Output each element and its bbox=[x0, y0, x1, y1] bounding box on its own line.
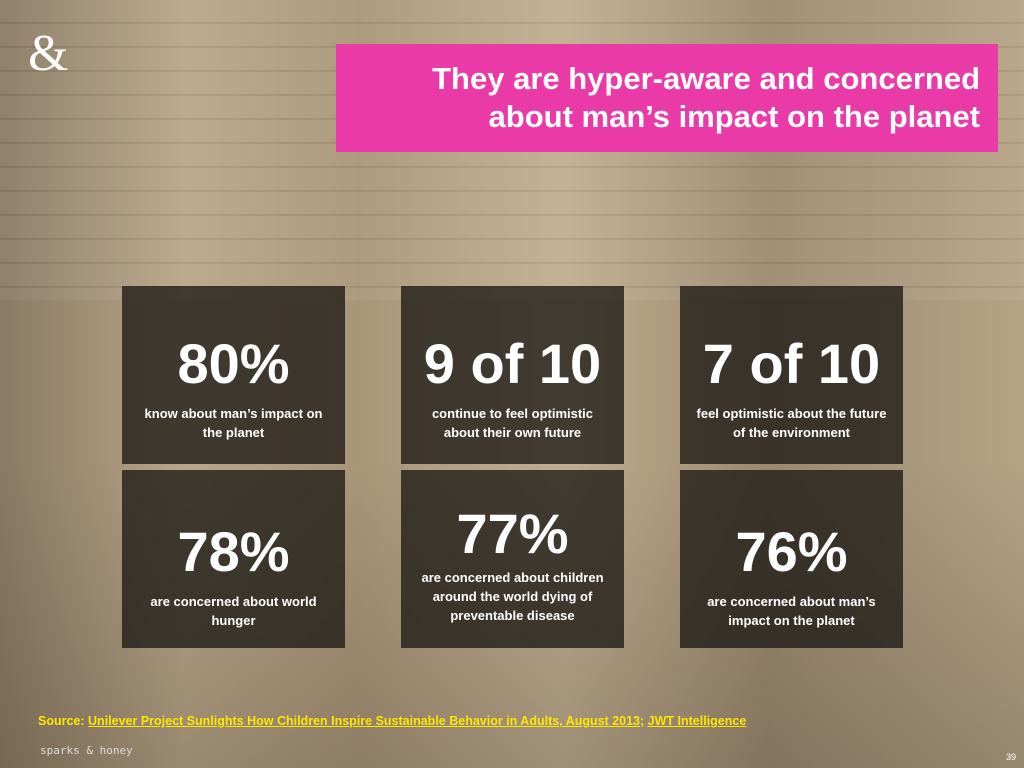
title-line: about man’s impact on the planet bbox=[488, 99, 980, 134]
stat-value: 80% bbox=[177, 332, 290, 395]
title-box: They are hyper-aware and concerned about… bbox=[336, 44, 998, 152]
source-label: Source: bbox=[38, 714, 85, 728]
stat-value: 77% bbox=[456, 502, 569, 565]
stat-value: 78% bbox=[177, 520, 290, 583]
stat-box: 9 of 10 continue to feel optimistic abou… bbox=[401, 286, 624, 464]
stat-value: 7 of 10 bbox=[702, 332, 881, 395]
stat-box: 77% are concerned about children around … bbox=[401, 470, 624, 648]
title-line: They are hyper-aware and concerned bbox=[432, 61, 980, 96]
source: Source: Unilever Project Sunlights How C… bbox=[38, 714, 746, 728]
stat-label: feel optimistic about the future of the … bbox=[696, 406, 887, 440]
brand: sparks & honey bbox=[40, 744, 133, 757]
stat-value: 76% bbox=[735, 520, 848, 583]
page-number: 39 bbox=[1005, 752, 1016, 762]
stat-label: are concerned about world hunger bbox=[150, 594, 317, 628]
stat-label: are concerned about children around the … bbox=[421, 570, 604, 623]
stat-box: 7 of 10 feel optimistic about the future… bbox=[680, 286, 903, 464]
stat-box: 80% know about man’s impact on the plane… bbox=[122, 286, 345, 464]
source-link[interactable]: JWT Intelligence bbox=[647, 714, 747, 728]
stat-box: 76% are concerned about man’s impact on … bbox=[680, 470, 903, 648]
stat-box: 78% are concerned about world hunger bbox=[122, 470, 345, 648]
stat-label: know about man’s impact on the planet bbox=[144, 406, 323, 440]
stat-value: 9 of 10 bbox=[423, 332, 602, 395]
stat-label: continue to feel optimistic about their … bbox=[431, 406, 594, 440]
source-link[interactable]: Unilever Project Sunlights How Children … bbox=[88, 714, 645, 728]
stat-label: are concerned about man’s impact on the … bbox=[707, 594, 876, 628]
logo: & bbox=[28, 25, 69, 82]
